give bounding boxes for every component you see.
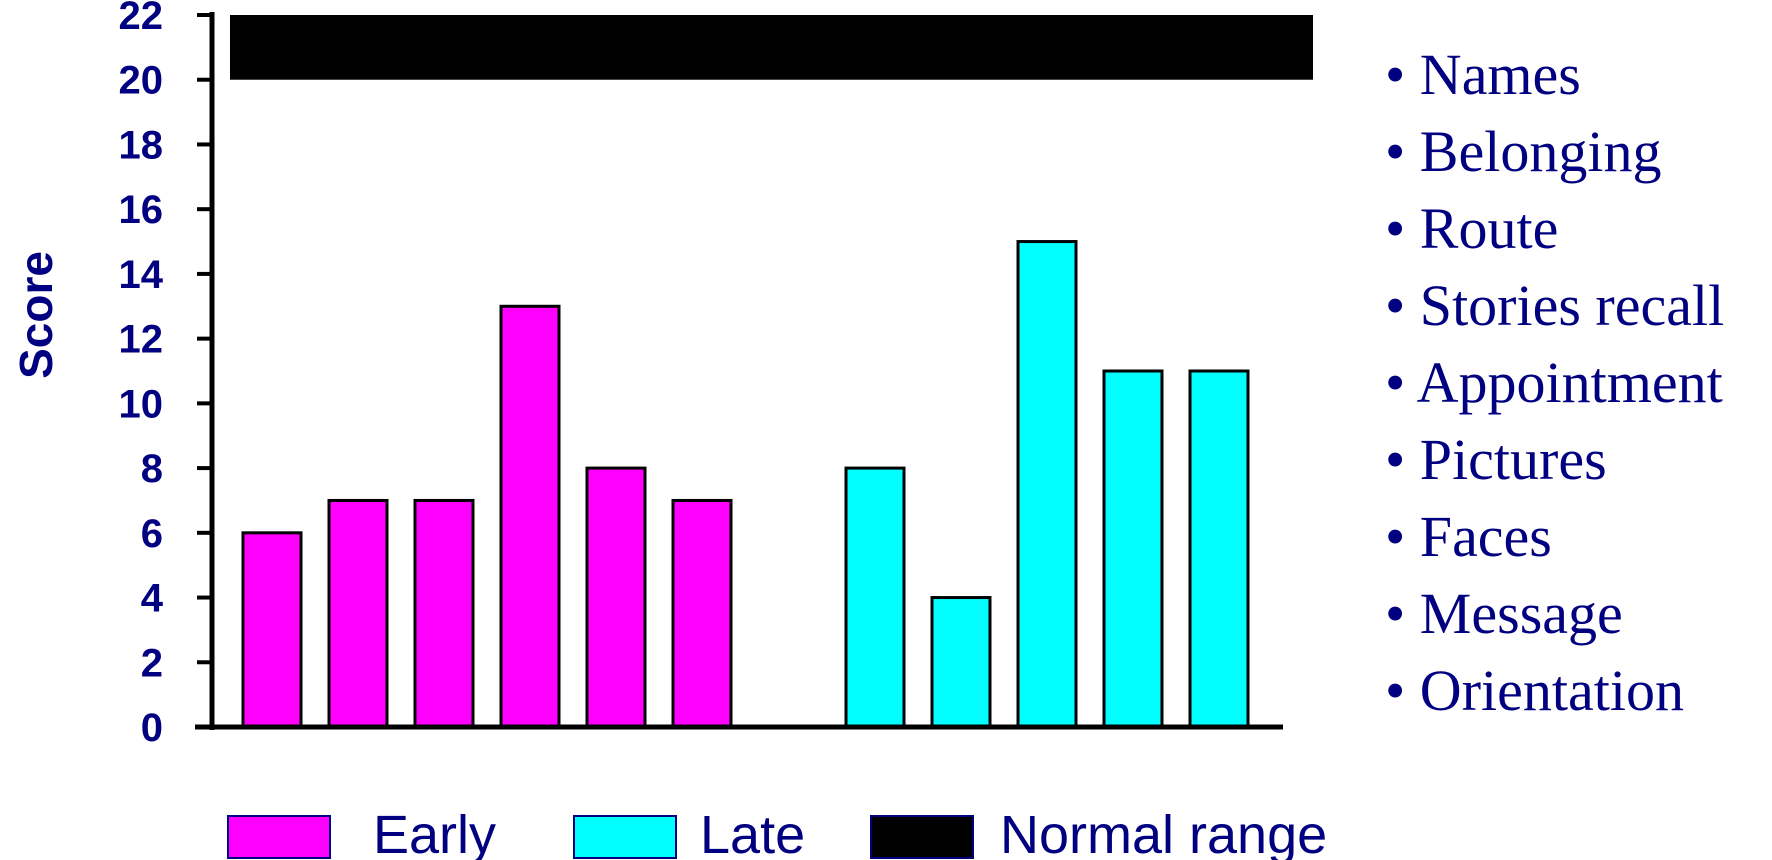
subtest-item: • Faces <box>1385 504 1552 569</box>
subtest-item: • Names <box>1385 42 1581 107</box>
subtest-item: • Stories recall <box>1385 273 1724 338</box>
y-tick-label: 6 <box>141 512 163 556</box>
bar-early-6 <box>671 498 733 729</box>
bar-late-4 <box>1102 369 1164 729</box>
bar-early-2 <box>327 498 389 729</box>
legend-label: Early <box>373 805 496 860</box>
y-tick-label: 10 <box>119 382 164 426</box>
y-axis-label: Score <box>10 251 62 379</box>
y-tick-label: 22 <box>119 0 164 38</box>
legend-swatch-1 <box>227 815 331 859</box>
bar-early-5 <box>585 466 647 729</box>
bars <box>230 15 1313 729</box>
subtest-item: • Appointment <box>1385 350 1723 415</box>
y-tick-label: 14 <box>119 253 164 297</box>
subtest-item: • Belonging <box>1385 119 1661 184</box>
bar-early-3 <box>413 498 475 729</box>
bar-early-4 <box>499 304 561 729</box>
bar-early-1 <box>241 531 303 729</box>
legend-label: Late <box>700 805 805 860</box>
y-axis-ticks: 0 2 4 6 8 10 12 14 16 18 20 22 <box>119 0 212 750</box>
bar-late-3 <box>1016 240 1078 729</box>
bar-late-1 <box>844 466 906 729</box>
subtest-item: • Route <box>1385 196 1558 261</box>
subtest-item: • Pictures <box>1385 427 1607 492</box>
legend-swatch-3 <box>870 815 974 859</box>
y-tick-label: 16 <box>119 188 164 232</box>
bar-late-2 <box>930 596 992 729</box>
bar-late-5 <box>1188 369 1250 729</box>
y-tick-label: 8 <box>141 447 163 491</box>
legend-label: Normal range <box>1000 805 1327 860</box>
y-tick-label: 4 <box>141 577 164 621</box>
y-tick-label: 20 <box>119 59 164 103</box>
y-tick-label: 18 <box>119 123 164 167</box>
subtest-item: • Orientation <box>1385 658 1684 723</box>
y-tick-label: 2 <box>141 641 163 685</box>
y-tick-label: 0 <box>141 706 163 750</box>
subtest-item: • Message <box>1385 581 1623 646</box>
normal-range-band <box>230 15 1313 80</box>
y-tick-label: 12 <box>119 318 164 362</box>
subtest-list: • Names • Belonging • Route • Stories recal… <box>1385 42 1724 723</box>
legend: Early Late Normal range <box>227 805 1327 860</box>
legend-swatch-2 <box>573 815 677 859</box>
